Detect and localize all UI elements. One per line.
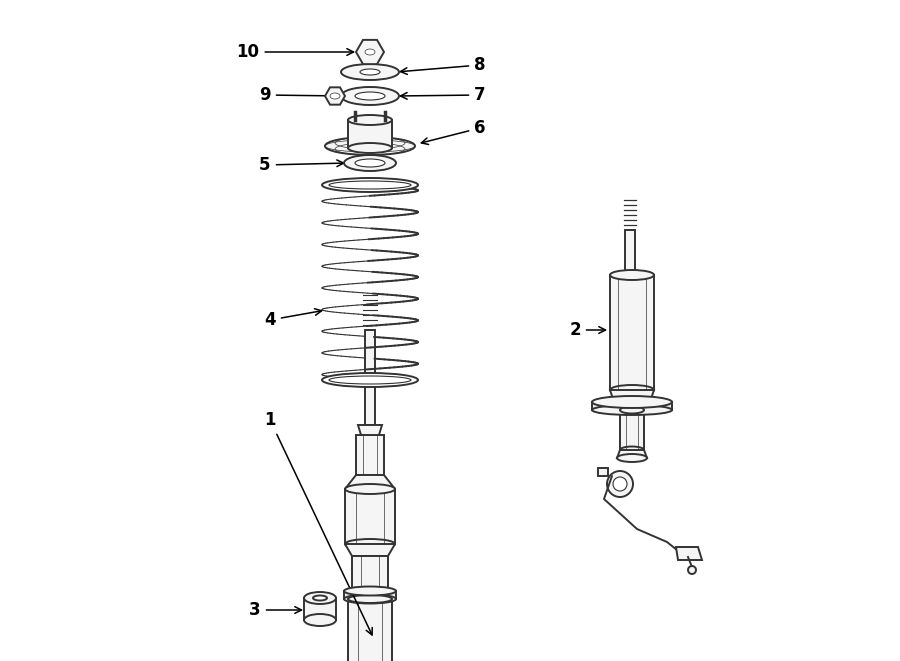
- Ellipse shape: [592, 396, 672, 408]
- Ellipse shape: [345, 484, 395, 494]
- Ellipse shape: [344, 586, 396, 596]
- Polygon shape: [358, 425, 382, 435]
- FancyBboxPatch shape: [365, 330, 375, 425]
- Ellipse shape: [322, 178, 418, 192]
- Polygon shape: [345, 489, 395, 544]
- Polygon shape: [592, 402, 672, 410]
- Ellipse shape: [341, 87, 399, 105]
- Polygon shape: [352, 556, 388, 591]
- Polygon shape: [620, 410, 644, 450]
- FancyBboxPatch shape: [348, 120, 392, 148]
- Ellipse shape: [355, 92, 385, 100]
- Ellipse shape: [688, 566, 696, 574]
- FancyBboxPatch shape: [304, 598, 336, 620]
- Text: 2: 2: [569, 321, 606, 339]
- Ellipse shape: [329, 181, 411, 189]
- Ellipse shape: [617, 454, 647, 462]
- Polygon shape: [676, 547, 702, 560]
- Text: 8: 8: [400, 56, 486, 75]
- Text: 3: 3: [249, 601, 302, 619]
- Ellipse shape: [313, 596, 327, 600]
- Ellipse shape: [610, 385, 654, 395]
- Ellipse shape: [613, 477, 627, 491]
- Ellipse shape: [325, 137, 415, 155]
- Polygon shape: [345, 544, 395, 556]
- Ellipse shape: [360, 69, 380, 75]
- Ellipse shape: [348, 115, 392, 125]
- Ellipse shape: [304, 614, 336, 626]
- Ellipse shape: [344, 155, 396, 171]
- Ellipse shape: [304, 592, 336, 604]
- FancyBboxPatch shape: [625, 230, 635, 275]
- Ellipse shape: [322, 373, 418, 387]
- Polygon shape: [610, 390, 654, 402]
- FancyBboxPatch shape: [598, 468, 608, 476]
- Ellipse shape: [344, 594, 396, 603]
- Polygon shape: [345, 475, 395, 489]
- Polygon shape: [610, 275, 654, 390]
- Ellipse shape: [610, 270, 654, 280]
- Ellipse shape: [620, 446, 644, 453]
- Ellipse shape: [345, 539, 395, 549]
- Ellipse shape: [620, 407, 644, 414]
- Ellipse shape: [355, 159, 385, 167]
- Text: 5: 5: [259, 156, 344, 174]
- Polygon shape: [348, 599, 392, 661]
- Ellipse shape: [348, 595, 392, 603]
- Text: 1: 1: [265, 411, 373, 635]
- Ellipse shape: [341, 64, 399, 80]
- Ellipse shape: [329, 376, 411, 384]
- Ellipse shape: [592, 405, 672, 415]
- Text: 7: 7: [400, 86, 486, 104]
- Text: 4: 4: [265, 309, 321, 329]
- Polygon shape: [356, 435, 384, 475]
- Ellipse shape: [348, 143, 392, 153]
- Polygon shape: [344, 591, 396, 599]
- Text: 10: 10: [237, 43, 354, 61]
- Text: 9: 9: [259, 86, 338, 104]
- Ellipse shape: [365, 49, 375, 55]
- Ellipse shape: [607, 471, 633, 497]
- Ellipse shape: [330, 93, 340, 99]
- Polygon shape: [617, 450, 647, 458]
- Text: 6: 6: [421, 119, 486, 145]
